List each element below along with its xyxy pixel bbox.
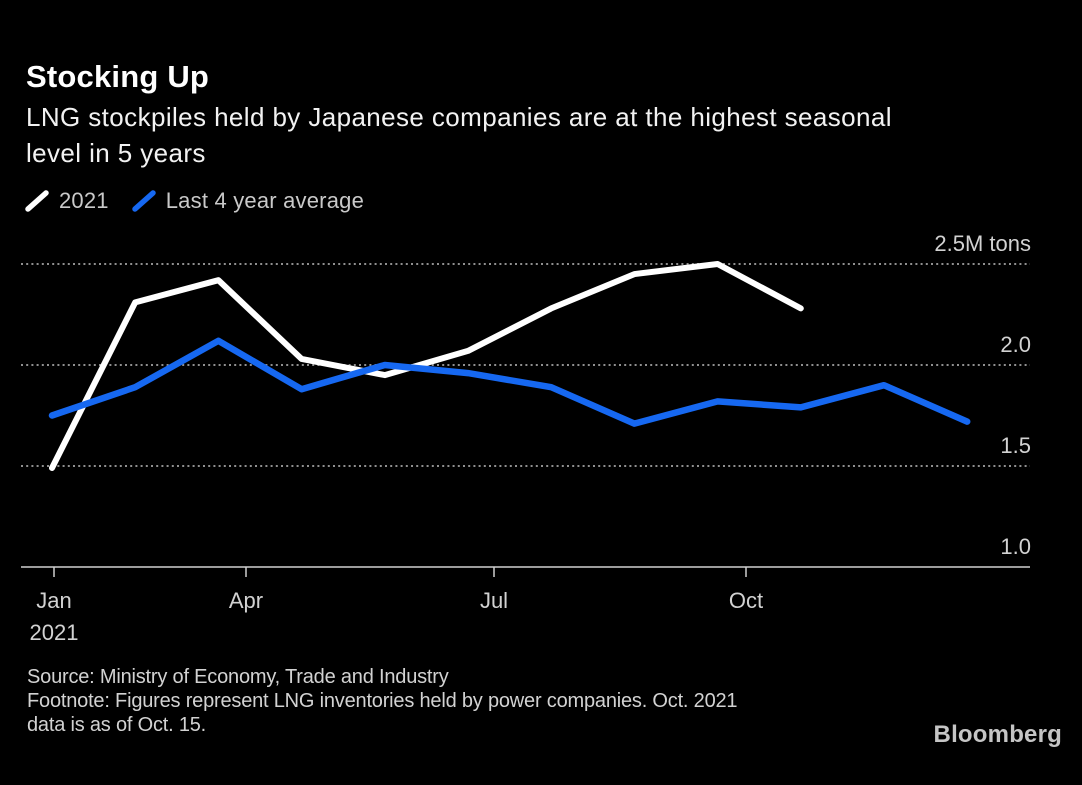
chart-legend: 2021 Last 4 year average xyxy=(24,186,364,216)
legend-item-average: Last 4 year average xyxy=(131,188,364,214)
footer-notes: Source: Ministry of Economy, Trade and I… xyxy=(27,665,927,737)
y-axis-label: 1.0 xyxy=(1000,534,1031,559)
chart-title: Stocking Up xyxy=(26,59,210,94)
legend-label-average: Last 4 year average xyxy=(165,188,365,213)
footnote-line-2: data is as of Oct. 15. xyxy=(27,714,207,736)
source-note: Source: Ministry of Economy, Trade and I… xyxy=(27,666,449,688)
legend-item-2021: 2021 xyxy=(24,188,109,214)
bloomberg-logo: Bloomberg xyxy=(933,721,1062,748)
line-swatch-2021-icon xyxy=(25,190,49,212)
x-axis-label: Jan xyxy=(36,588,71,613)
subtitle-line-2: level in 5 years xyxy=(26,138,206,168)
subtitle-line-1: LNG stockpiles held by Japanese companie… xyxy=(26,102,892,132)
line-swatch-average-icon xyxy=(132,190,156,212)
series-line-2021 xyxy=(49,261,804,471)
chart-subtitle: LNG stockpiles held by Japanese companie… xyxy=(26,99,1066,171)
footnote-line-1: Footnote: Figures represent LNG inventor… xyxy=(27,690,738,712)
y-axis-label: 1.5 xyxy=(1000,433,1031,458)
y-axis-label: 2.5M tons xyxy=(934,231,1031,256)
x-axis-label: Jul xyxy=(480,588,508,613)
x-axis-label: Oct xyxy=(729,588,763,613)
series-line-average xyxy=(48,337,971,427)
x-axis-label: Apr xyxy=(229,588,263,613)
x-axis-year-label: 2021 xyxy=(30,620,79,645)
legend-label-2021: 2021 xyxy=(59,188,109,213)
y-axis-label: 2.0 xyxy=(1000,332,1031,357)
